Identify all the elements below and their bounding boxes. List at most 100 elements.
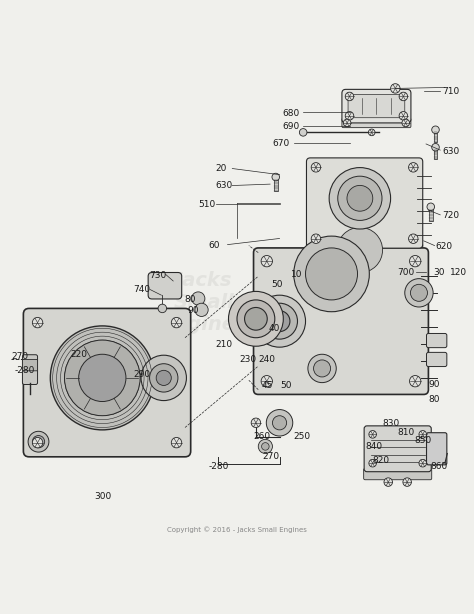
FancyBboxPatch shape (364, 468, 432, 480)
Circle shape (329, 168, 391, 229)
Circle shape (266, 410, 293, 436)
Text: 10: 10 (292, 270, 303, 279)
Circle shape (399, 92, 408, 101)
Circle shape (269, 311, 290, 332)
Text: 210: 210 (216, 340, 233, 349)
Bar (429, 207, 433, 221)
Circle shape (343, 119, 351, 126)
Text: 80: 80 (184, 295, 196, 304)
Text: 720: 720 (443, 211, 460, 220)
Text: 730: 730 (150, 271, 167, 280)
FancyBboxPatch shape (364, 426, 431, 472)
Circle shape (254, 295, 306, 347)
Circle shape (262, 443, 269, 450)
Circle shape (228, 292, 283, 346)
Circle shape (141, 356, 186, 400)
Text: 90: 90 (428, 381, 440, 389)
Circle shape (300, 128, 307, 136)
Circle shape (410, 255, 421, 267)
Circle shape (347, 185, 373, 211)
Circle shape (79, 354, 126, 402)
Circle shape (261, 376, 273, 387)
Text: 220: 220 (71, 350, 88, 359)
Text: 40: 40 (269, 324, 280, 333)
Circle shape (158, 304, 166, 313)
Circle shape (245, 308, 267, 330)
Circle shape (262, 303, 298, 339)
Bar (274, 177, 278, 191)
Circle shape (409, 163, 418, 172)
Circle shape (258, 440, 273, 454)
Circle shape (403, 478, 411, 486)
Text: 45: 45 (262, 381, 273, 391)
Circle shape (32, 435, 45, 448)
FancyBboxPatch shape (22, 359, 37, 371)
Circle shape (50, 326, 155, 430)
Circle shape (419, 430, 427, 438)
Circle shape (432, 126, 439, 134)
Text: 300: 300 (94, 492, 111, 502)
Text: 630: 630 (216, 181, 233, 190)
Text: 60: 60 (209, 241, 220, 250)
Circle shape (338, 176, 382, 220)
Text: 680: 680 (282, 109, 299, 118)
Circle shape (171, 317, 182, 328)
Circle shape (419, 459, 427, 467)
Text: 830: 830 (383, 419, 400, 428)
Circle shape (369, 430, 376, 438)
Text: 840: 840 (365, 442, 383, 451)
Circle shape (337, 227, 383, 273)
Circle shape (311, 234, 320, 243)
FancyBboxPatch shape (254, 248, 428, 394)
Circle shape (237, 300, 275, 338)
Circle shape (32, 437, 43, 448)
Text: 90: 90 (187, 306, 199, 315)
Text: 820: 820 (373, 456, 390, 465)
Circle shape (273, 416, 287, 430)
Circle shape (28, 431, 49, 452)
Circle shape (32, 317, 43, 328)
Circle shape (306, 248, 357, 300)
Text: 260: 260 (254, 432, 271, 441)
Text: 690: 690 (282, 122, 299, 131)
Circle shape (156, 370, 171, 386)
Text: 860: 860 (431, 462, 448, 471)
Bar (434, 147, 438, 159)
Text: 620: 620 (436, 242, 453, 251)
Circle shape (432, 144, 439, 151)
Text: -280: -280 (209, 462, 229, 471)
Circle shape (405, 279, 433, 307)
Circle shape (427, 203, 435, 211)
Text: 510: 510 (198, 200, 216, 209)
Text: 80: 80 (428, 395, 440, 403)
Text: 630: 630 (443, 147, 460, 155)
Text: 250: 250 (294, 432, 311, 441)
Circle shape (345, 92, 354, 101)
Circle shape (311, 163, 320, 172)
Circle shape (402, 119, 410, 126)
Circle shape (368, 129, 375, 136)
FancyBboxPatch shape (22, 355, 37, 384)
FancyBboxPatch shape (348, 95, 405, 118)
Text: 20: 20 (216, 164, 227, 173)
Text: 700: 700 (398, 268, 415, 277)
Circle shape (308, 354, 336, 383)
Circle shape (391, 84, 400, 93)
FancyBboxPatch shape (307, 158, 423, 248)
Circle shape (261, 255, 273, 267)
FancyBboxPatch shape (342, 90, 411, 123)
Bar (434, 130, 438, 142)
Circle shape (369, 459, 376, 467)
Circle shape (345, 112, 354, 120)
FancyBboxPatch shape (427, 433, 447, 465)
Text: -280: -280 (15, 367, 35, 375)
Circle shape (314, 360, 330, 377)
Text: 710: 710 (443, 87, 460, 96)
Circle shape (64, 340, 140, 416)
Circle shape (171, 437, 182, 448)
Text: 810: 810 (398, 428, 415, 437)
FancyBboxPatch shape (23, 308, 191, 457)
Text: Jacks
Small
Engines: Jacks Small Engines (161, 271, 247, 334)
Text: 270: 270 (262, 453, 279, 461)
Circle shape (410, 284, 428, 301)
